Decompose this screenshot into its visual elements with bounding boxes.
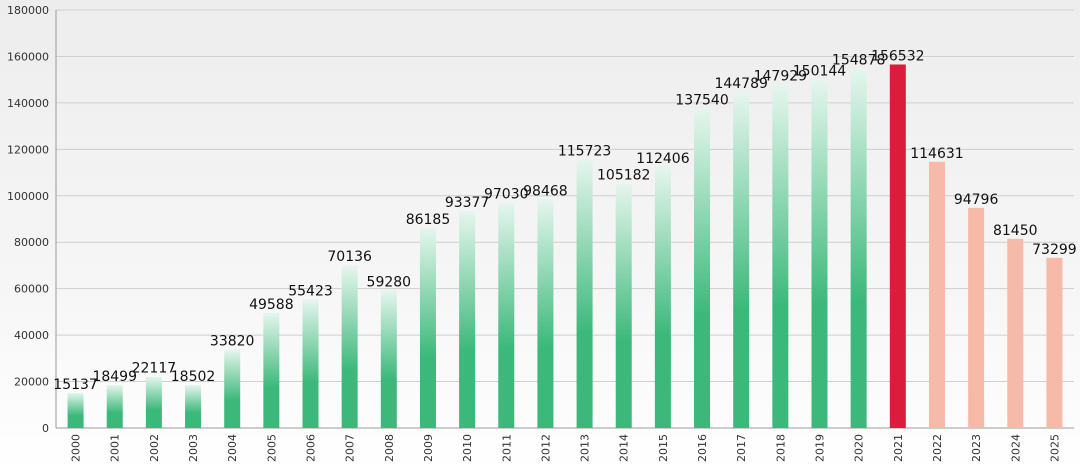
bar [772,84,789,429]
bars [67,64,1063,429]
bar [459,211,476,428]
data-label: 112406 [636,151,690,167]
bar [968,207,985,428]
y-tick-label: 120000 [7,143,49,156]
x-tick-label: 2013 [579,434,592,462]
x-tick-label: 2005 [265,434,278,462]
data-label: 144789 [714,76,767,92]
data-label: 93377 [445,195,490,211]
x-tick-label: 2000 [70,434,83,462]
bar [889,64,906,428]
y-tick-label: 80000 [14,236,49,249]
y-tick-label: 40000 [14,329,49,342]
data-label: 59280 [367,274,412,290]
bar [67,392,84,428]
x-tick-label: 2024 [1009,434,1022,462]
bar [1007,238,1024,428]
data-label: 114631 [910,146,963,162]
bar [419,227,436,428]
x-tick-label: 2021 [892,434,905,462]
x-axis: 2000 2001 2002 2003 2004 2005 2006 2007 2008 2009… [70,434,1062,462]
x-tick-label: 2004 [226,434,239,462]
data-label: 73299 [1032,242,1077,258]
x-tick-label: 2023 [970,434,983,462]
data-label: 98468 [523,183,568,199]
bar [106,385,123,428]
grid [55,9,1074,429]
bar [224,349,241,428]
data-label: 81450 [993,223,1038,239]
y-tick-label: 180000 [7,4,49,17]
x-tick-label: 2011 [500,434,513,462]
data-label: 15137 [53,377,98,393]
x-tick-label: 2017 [735,434,748,462]
bar [654,166,671,428]
x-tick-label: 2014 [618,434,631,462]
data-label: 22117 [132,361,177,377]
y-axis: 0 20000 40000 60000 80000 100000 120000 140000 1… [7,4,49,435]
y-tick-label: 20000 [14,376,49,389]
x-tick-label: 2008 [383,434,396,462]
y-tick-label: 140000 [7,97,49,110]
data-label: 33820 [210,333,255,349]
data-label: 115723 [558,143,611,159]
data-label: 147929 [754,68,807,84]
x-tick-label: 2018 [774,434,787,462]
bar [733,91,750,429]
bar [615,183,632,428]
x-tick-label: 2012 [539,434,552,462]
data-label: 156532 [871,48,924,64]
data-label: 86185 [406,212,451,228]
bar [302,299,319,428]
x-tick-label: 2016 [696,434,709,462]
x-tick-label: 2015 [657,434,670,462]
x-tick-label: 2020 [853,434,866,462]
y-tick-label: 100000 [7,190,49,203]
data-label: 97030 [484,187,529,203]
data-label: 18502 [171,369,216,385]
x-tick-label: 2025 [1048,434,1061,462]
x-tick-label: 2009 [422,434,435,462]
bar [850,68,867,428]
bar [145,376,162,428]
x-tick-label: 2022 [931,434,944,462]
x-tick-label: 2001 [109,434,122,462]
x-tick-label: 2007 [344,434,357,462]
data-label: 49588 [249,297,294,313]
bar [811,79,828,428]
bar [537,199,554,428]
y-tick-label: 0 [42,422,49,435]
data-label: 105182 [597,168,650,184]
data-label: 150144 [793,63,847,79]
y-tick-label: 60000 [14,283,49,296]
bar [1046,257,1063,428]
x-tick-label: 2002 [148,434,161,462]
data-label: 18499 [92,369,137,385]
bar [341,265,358,428]
data-label: 55423 [288,283,333,299]
data-label: 94796 [954,192,999,208]
bar [576,159,593,428]
bar [498,202,515,428]
bar [263,312,280,428]
x-tick-label: 2003 [187,434,200,462]
data-label: 154878 [832,52,885,68]
bar [928,161,945,429]
bar [694,108,711,428]
data-label: 137540 [675,93,728,109]
bar [185,385,202,428]
data-label: 70136 [327,249,372,265]
bar [380,290,397,428]
x-tick-label: 2006 [305,434,318,462]
x-tick-label: 2010 [461,434,474,462]
y-tick-label: 160000 [7,50,49,63]
x-tick-label: 2019 [814,434,827,462]
